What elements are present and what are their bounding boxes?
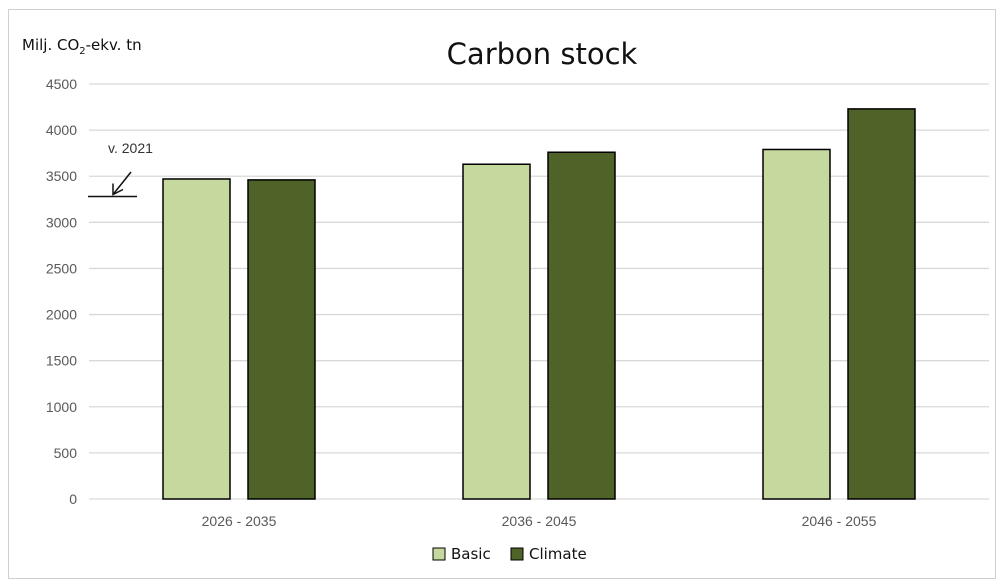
legend-label-climate: Climate (529, 545, 587, 563)
y-tick-labels: 0 500 1000 1500 2000 2500 3000 3500 4000 4500 (46, 76, 77, 507)
bar-climate-2 (847, 108, 916, 500)
bar-basic-0 (162, 178, 231, 500)
x-tick-label: 2036 - 2045 (502, 513, 577, 529)
y-tick-label: 0 (69, 491, 77, 507)
y-tick-label: 1000 (46, 399, 77, 415)
y-tick-label: 1500 (46, 353, 77, 369)
grid-layer (89, 83, 989, 500)
y-tick-label: 3500 (46, 168, 77, 184)
legend-swatch-climate (510, 547, 524, 561)
reference-label: v. 2021 (108, 140, 153, 156)
y-axis-label-suffix: -ekv. tn (86, 36, 142, 54)
x-tick-labels: 2026 - 2035 2036 - 2045 2046 - 2055 (202, 513, 877, 529)
y-tick-label: 500 (54, 445, 78, 461)
x-tick-label: 2046 - 2055 (802, 513, 877, 529)
y-axis-label-subscript: 2 (79, 46, 85, 57)
y-axis-label: Milj. CO2-ekv. tn (22, 36, 142, 57)
y-tick-label: 2500 (46, 260, 77, 276)
bar-basic-1 (462, 163, 531, 500)
bar-basic-2 (762, 148, 831, 500)
legend: Basic Climate (432, 545, 587, 563)
reference-annotation: v. 2021 (88, 140, 153, 198)
bar-layer (162, 108, 916, 500)
bar-climate-0 (247, 179, 316, 500)
chart-svg: 0 500 1000 1500 2000 2500 3000 3500 4000 4500 202… (22, 36, 989, 563)
y-tick-label: 2000 (46, 307, 77, 323)
bar-climate-1 (547, 151, 616, 500)
y-tick-label: 3000 (46, 214, 77, 230)
chart-title: Carbon stock (447, 37, 638, 71)
y-axis-label-prefix: Milj. CO (22, 36, 79, 54)
x-tick-label: 2026 - 2035 (202, 513, 277, 529)
y-tick-label: 4500 (46, 76, 77, 92)
reference-arrow (112, 171, 132, 195)
legend-swatch-basic (432, 547, 446, 561)
legend-label-basic: Basic (451, 545, 491, 563)
y-tick-label: 4000 (46, 122, 77, 138)
reference-arrowhead (112, 183, 124, 196)
chart-frame: 0 500 1000 1500 2000 2500 3000 3500 4000 4500 202… (8, 9, 996, 579)
